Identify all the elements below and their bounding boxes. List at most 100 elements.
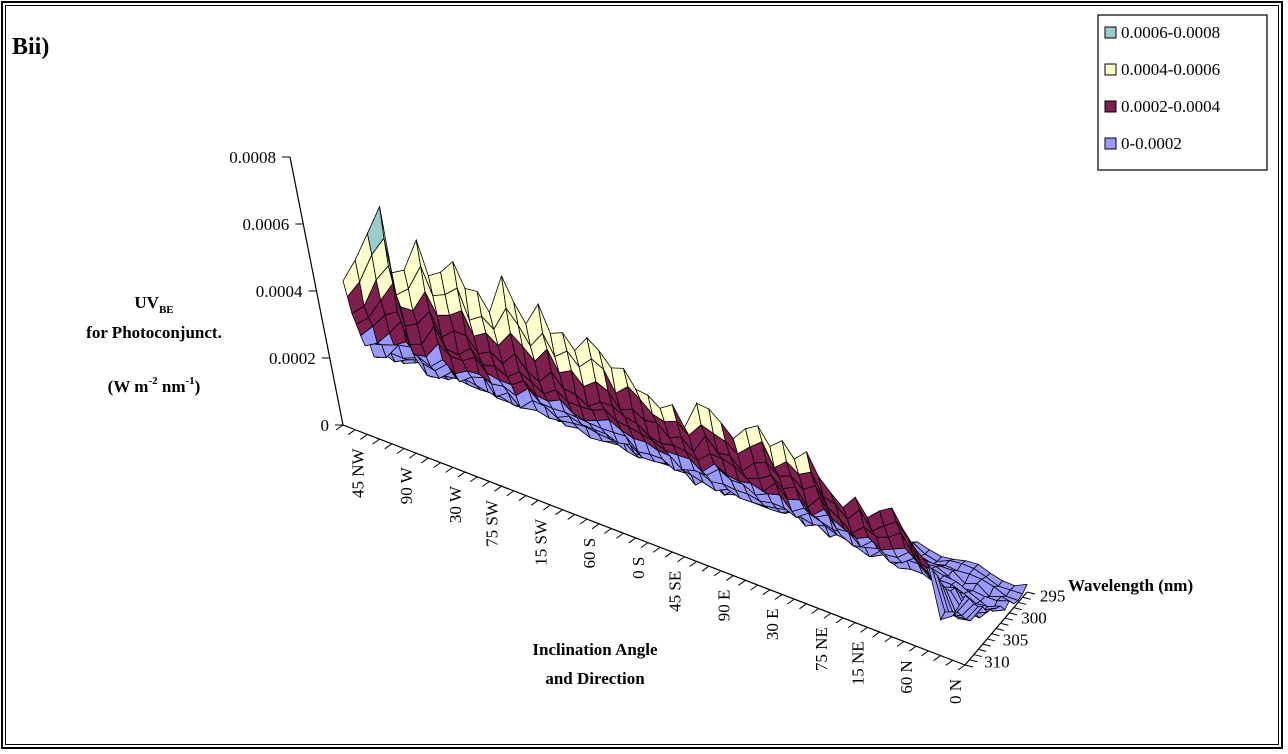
x-axis-tick — [835, 617, 844, 624]
surface-cell — [952, 595, 971, 617]
x-axis-tick — [811, 608, 819, 614]
x-axis-tick — [738, 579, 746, 586]
z-axis-unit-exp2: -1 — [185, 375, 194, 387]
x-axis-tick — [579, 518, 588, 525]
z-axis-unit-mid: nm — [158, 377, 186, 396]
x-axis-tick — [372, 438, 380, 445]
x-axis-tick — [652, 546, 661, 553]
x-axis-tick-label: 30 E — [763, 608, 782, 640]
x-axis-tick — [933, 655, 941, 661]
x-axis-tick — [335, 424, 344, 431]
x-axis-tick — [945, 659, 954, 666]
y-axis-tick — [982, 643, 991, 647]
svg-text:(W m-2 nm-1): (W m-2 nm-1) — [108, 375, 201, 396]
x-axis-tick — [774, 594, 783, 600]
x-axis-tick-label: 30 W — [446, 485, 465, 523]
legend-swatch — [1104, 137, 1117, 150]
x-axis-tick — [799, 603, 807, 610]
x-axis-tick — [921, 650, 929, 657]
z-axis-tick-label: 0 — [321, 416, 330, 435]
legend-swatch — [1104, 100, 1117, 113]
z-axis-title: UVBE for Photoconjunct. (W m-2 nm-1) — [86, 293, 222, 396]
x-axis-tick — [701, 565, 710, 572]
x-axis-tick — [908, 645, 917, 652]
y-axis-tick — [969, 659, 978, 663]
legend-label: 0.0004-0.0006 — [1121, 60, 1220, 79]
y-axis-tick — [1000, 622, 1009, 626]
y-axis-tick — [1026, 591, 1036, 595]
y-axis-tick — [991, 633, 1000, 637]
x-axis-tick — [457, 471, 466, 478]
legend-swatch — [1104, 26, 1117, 39]
x-axis-title-line2: and Direction — [545, 669, 645, 688]
x-axis-tick-label: 90 W — [397, 466, 416, 504]
y-axis-tick — [1022, 596, 1031, 600]
x-axis-tick — [384, 443, 393, 450]
x-axis-tick — [884, 636, 893, 643]
x-axis-tick — [482, 481, 490, 487]
y-axis-tick — [1018, 601, 1027, 605]
y-axis-tick-label: 310 — [984, 652, 1010, 671]
legend-box — [1097, 14, 1268, 171]
y-axis-tick — [1009, 612, 1018, 616]
panel-label: Bii) — [12, 34, 49, 60]
legend-label: 0-0.0002 — [1121, 134, 1182, 153]
x-axis-tick — [872, 631, 880, 638]
y-axis-tick — [964, 664, 974, 668]
x-axis-tick-label: 0 S — [629, 557, 648, 579]
x-axis-tick — [896, 641, 905, 647]
x-axis-tick — [847, 622, 856, 629]
x-axis-tick — [677, 556, 685, 563]
x-axis-tick-label: 90 E — [714, 590, 733, 622]
z-axis-title-main: UV — [134, 293, 159, 312]
y-axis-tick — [1004, 617, 1013, 621]
x-axis-tick — [494, 485, 502, 492]
x-axis-tick — [957, 664, 966, 671]
x-axis-tick — [433, 462, 441, 469]
surface-plot — [342, 205, 1028, 622]
x-axis-tick — [530, 499, 539, 506]
x-axis-tick — [628, 537, 636, 544]
x-axis-tick — [823, 612, 832, 619]
z-axis-title-line2: for Photoconjunct. — [86, 323, 222, 342]
x-axis-tick-label: 60 S — [580, 538, 599, 569]
y-axis-tick — [1013, 607, 1022, 611]
z-axis-title-sub: BE — [159, 304, 174, 316]
x-axis-tick — [591, 523, 600, 530]
x-axis-tick — [543, 504, 551, 511]
x-axis-tick-label: 15 SW — [531, 518, 550, 566]
x-axis-tick-label: 75 NE — [812, 627, 831, 671]
x-axis-tick — [689, 561, 697, 567]
y-axis-tick-label: 300 — [1021, 609, 1047, 628]
z-axis-tick-label: 0.0006 — [243, 215, 290, 234]
x-axis-tick — [604, 528, 612, 534]
x-axis-tick — [567, 514, 576, 520]
x-axis-tick — [616, 532, 624, 539]
legend-label: 0.0006-0.0008 — [1121, 23, 1220, 42]
z-axis-unit-exp1: -2 — [148, 375, 158, 387]
y-axis-tick — [978, 648, 987, 652]
x-axis-tick-label: 15 NE — [848, 641, 867, 685]
z-axis-tick-label: 0.0008 — [229, 148, 276, 167]
x-axis-tick — [518, 495, 527, 501]
x-axis-tick — [640, 542, 649, 549]
y-axis-tick-label: 295 — [1040, 587, 1066, 606]
z-axis-tick-label: 0.0002 — [269, 349, 316, 368]
y-axis-tick — [987, 638, 996, 642]
x-axis-tick — [665, 551, 673, 558]
svg-text:UVBE: UVBE — [134, 293, 173, 316]
x-axis-tick-label: 75 SW — [483, 499, 502, 547]
x-axis-tick — [786, 598, 795, 605]
x-axis-tick — [725, 575, 734, 581]
x-axis-line — [342, 424, 966, 666]
y-axis-tick — [995, 628, 1005, 631]
y-axis-tick — [973, 654, 982, 658]
x-axis-tick — [396, 448, 405, 454]
x-axis-title: Inclination Angle and Direction — [532, 640, 658, 688]
y-axis-tick-label: 305 — [1003, 630, 1028, 649]
x-axis-tick-label: 60 N — [897, 660, 916, 694]
x-axis-tick — [347, 429, 356, 436]
x-axis-tick — [469, 476, 478, 483]
z-axis-unit-close: ) — [195, 377, 201, 396]
